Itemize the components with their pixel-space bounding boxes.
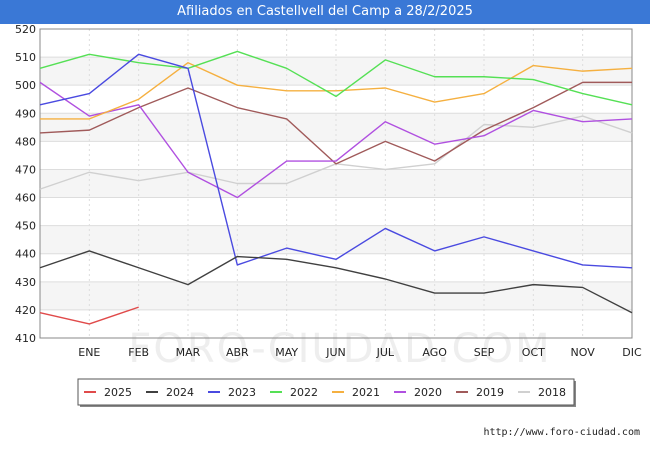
series-line-2019 — [39, 81, 632, 165]
series-line-2020 — [39, 81, 633, 199]
chart-title: Afiliados en Castellvell del Camp a 28/2… — [177, 4, 473, 19]
legend-label-2021: 2021 — [352, 386, 380, 399]
watermark-text: FORO-CIUDAD.COM — [128, 326, 551, 372]
y-tick-label: 520 — [15, 23, 36, 36]
legend-label-2018: 2018 — [538, 386, 566, 399]
legend-label-2019: 2019 — [476, 386, 504, 399]
x-tick-label: DIC — [622, 346, 642, 359]
grid-band — [40, 113, 632, 142]
x-tick-label: MAR — [176, 346, 201, 359]
legend-box — [77, 378, 575, 406]
y-tick-label: 410 — [15, 332, 36, 345]
y-tick-label: 490 — [15, 107, 36, 120]
plot-frame — [39, 28, 633, 339]
series-line-2021 — [40, 62, 633, 120]
legend-label-2022: 2022 — [290, 386, 318, 399]
x-tick-label: OCT — [522, 346, 545, 359]
y-tick-label: 470 — [15, 163, 36, 176]
x-tick-label: ABR — [226, 346, 249, 359]
x-tick-label: SEP — [474, 346, 495, 359]
x-tick-label: JUN — [325, 346, 346, 359]
title-bar — [0, 0, 650, 24]
x-tick-label: JUL — [376, 346, 395, 359]
grid-band — [40, 169, 632, 198]
y-tick-label: 420 — [15, 304, 36, 317]
series-line-2022 — [39, 50, 633, 106]
x-tick-label: ENE — [78, 346, 100, 359]
y-tick-label: 430 — [15, 276, 36, 289]
x-tick-label: FEB — [128, 346, 149, 359]
y-tick-label: 510 — [15, 51, 36, 64]
y-tick-label: 440 — [15, 248, 36, 261]
legend-label-2020: 2020 — [414, 386, 442, 399]
y-tick-label: 450 — [15, 220, 36, 233]
y-tick-label: 500 — [15, 79, 36, 92]
x-tick-label: MAY — [275, 346, 298, 359]
y-tick-label: 460 — [15, 192, 36, 205]
x-tick-label: AGO — [422, 346, 447, 359]
series-line-2024 — [39, 250, 633, 314]
legend-label-2023: 2023 — [228, 386, 256, 399]
x-tick-label: NOV — [571, 346, 596, 359]
series-line-2023 — [39, 53, 633, 269]
legend-label-2025: 2025 — [104, 386, 132, 399]
legend-label-2024: 2024 — [166, 386, 194, 399]
source-url[interactable]: http://www.foro-ciudad.com — [483, 427, 640, 438]
series-line-2025 — [39, 306, 139, 325]
y-tick-label: 480 — [15, 135, 36, 148]
